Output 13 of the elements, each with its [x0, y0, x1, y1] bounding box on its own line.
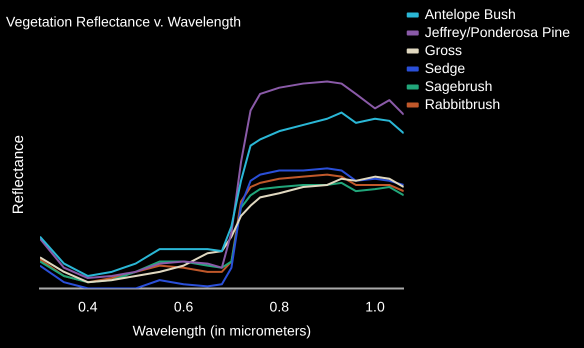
legend-label: Gross — [424, 42, 462, 58]
chart-title: Vegetation Reflectance v. Wavelength — [6, 13, 242, 30]
legend-label: Jeffrey/Ponderosa Pine — [424, 24, 570, 40]
x-tick-label: 0.8 — [270, 298, 290, 315]
x-axis-title: Wavelength (in micrometers) — [132, 322, 312, 338]
legend-label: Antelope Bush — [424, 6, 516, 22]
x-tick-label: 1.0 — [365, 298, 385, 315]
x-tick-label: 0.6 — [174, 298, 194, 315]
legend-label: Sagebrush — [424, 78, 492, 94]
legend-label: Rabbitbrush — [424, 96, 500, 112]
y-axis-title: Reflectance — [10, 134, 28, 214]
legend-label: Sedge — [424, 60, 466, 76]
x-tick-label: 0.4 — [78, 298, 98, 315]
